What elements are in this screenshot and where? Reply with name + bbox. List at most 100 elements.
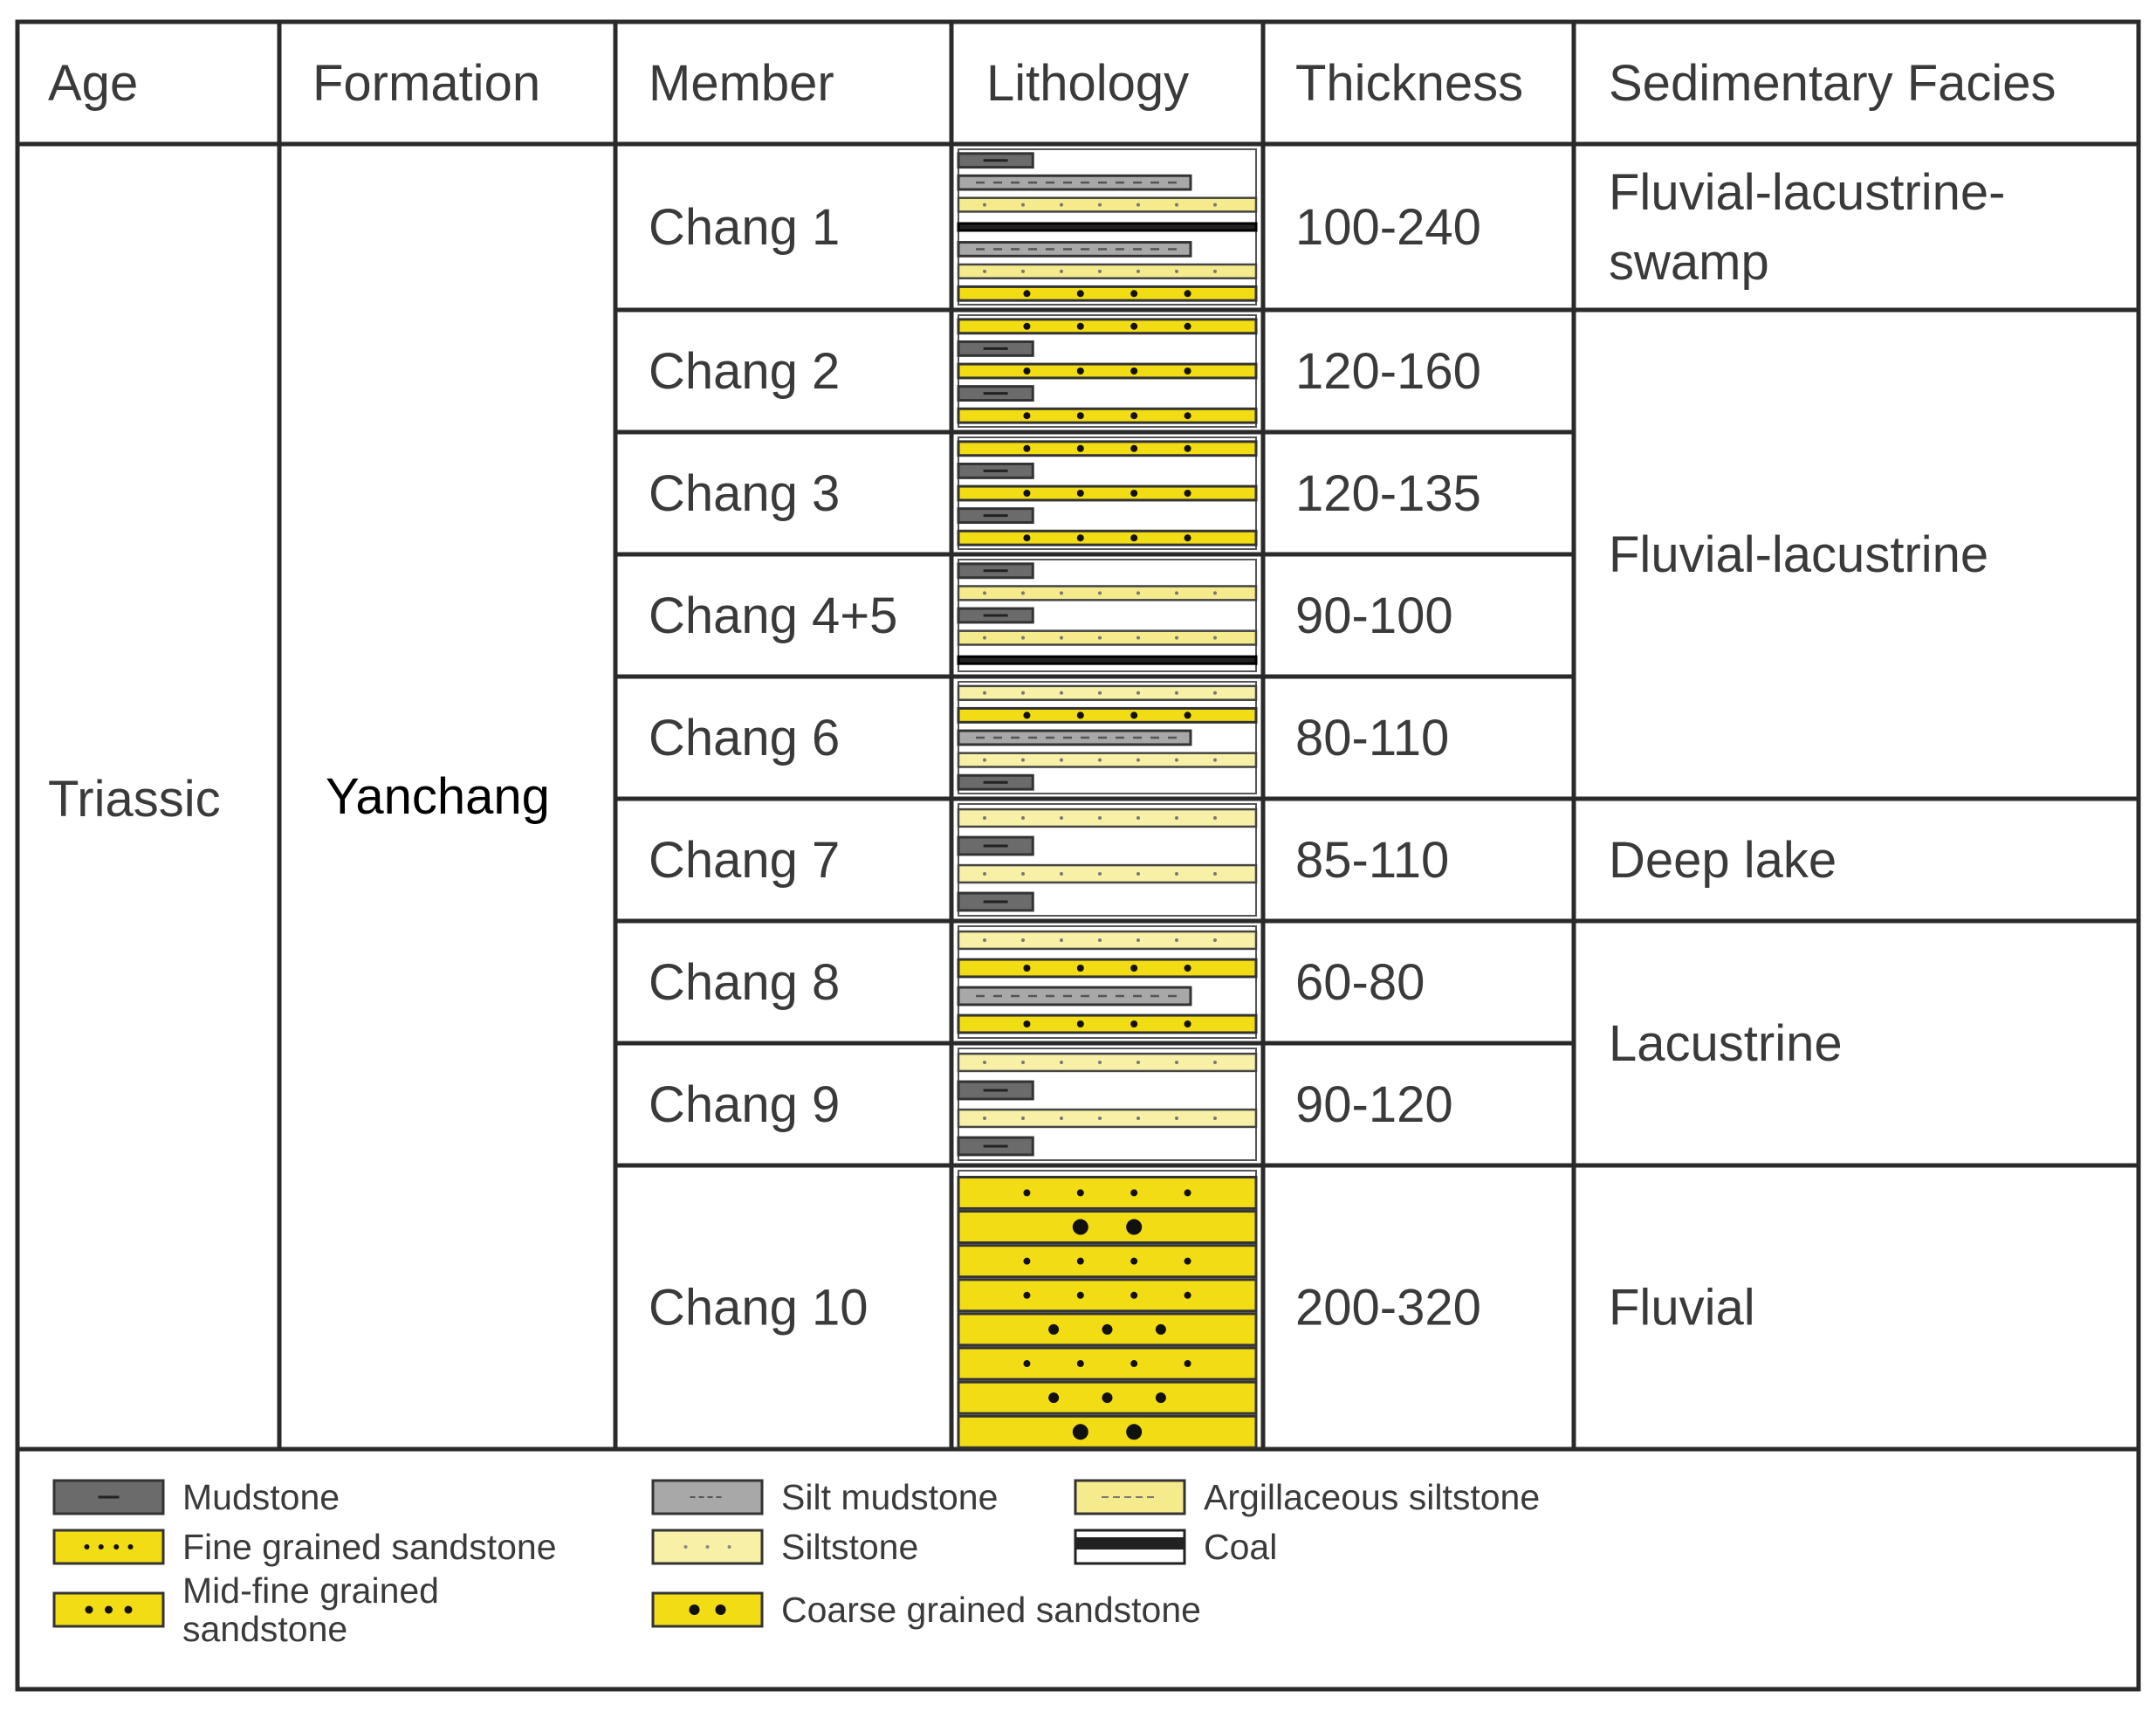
pattern-dot xyxy=(1060,872,1063,876)
member-thickness: 200-320 xyxy=(1295,1280,1481,1337)
grain-dot xyxy=(1023,322,1031,330)
pattern-dot xyxy=(1021,1117,1025,1120)
legend-swatch xyxy=(52,1529,165,1565)
bed-argillaceous-siltstone xyxy=(957,263,1258,279)
pattern-dot xyxy=(1021,872,1025,876)
pattern-dot xyxy=(1021,591,1025,595)
grain-dot xyxy=(1130,368,1138,374)
bed-fine-sandstone xyxy=(957,706,1258,724)
member-thickness: 90-120 xyxy=(1295,1076,1453,1133)
formation-cell: Yanchang xyxy=(326,768,550,825)
grain-dot xyxy=(113,1544,120,1550)
grain-dot xyxy=(1130,965,1138,972)
pattern-dot xyxy=(1098,203,1102,207)
grain-dot xyxy=(1155,1392,1166,1404)
pattern-dot xyxy=(683,1545,688,1549)
siltstone-fill xyxy=(957,629,1258,646)
header-age: Age xyxy=(48,55,138,112)
pattern-dot xyxy=(1136,636,1140,640)
grain-dot xyxy=(1184,290,1191,298)
pattern-dot xyxy=(1213,269,1217,273)
silt-mudstone-fill xyxy=(957,174,1192,191)
grain-dot xyxy=(1076,1257,1084,1265)
grain-dot xyxy=(1023,711,1031,719)
siltstone-fill xyxy=(957,263,1258,279)
lithology-member xyxy=(957,803,1258,917)
bed-fine-sandstone xyxy=(957,318,1258,335)
bed-mudstone xyxy=(957,562,1034,580)
grain-dot xyxy=(1184,490,1191,497)
pattern-dot xyxy=(1175,1061,1178,1064)
sandstone-fill xyxy=(957,1210,1258,1245)
pattern-dot xyxy=(983,591,986,595)
bed-fine-sandstone xyxy=(957,440,1258,457)
bed-mudstone xyxy=(957,385,1034,402)
bed-siltstone xyxy=(957,807,1258,828)
pattern-dot xyxy=(1060,269,1063,273)
sandstone-fill xyxy=(957,440,1258,457)
pattern-dot xyxy=(1060,816,1063,820)
grain-dot xyxy=(1076,412,1084,420)
siltstone-fill xyxy=(957,1108,1258,1129)
grain-dot xyxy=(1130,1257,1138,1265)
pattern-dot xyxy=(1021,1061,1025,1064)
member-cells: Chang 1 Chang 2 Chang 3 Chang 4+5 Chang 6 Cha… xyxy=(649,199,897,1337)
pattern-dot xyxy=(1175,203,1178,207)
pattern-dot xyxy=(1213,1117,1217,1120)
grain-dot xyxy=(1076,1291,1084,1299)
grain-dot xyxy=(1130,412,1138,420)
pattern-dot xyxy=(1136,1117,1140,1120)
legend-item-coarse-sandstone: Coarse grained sandstone xyxy=(651,1590,1201,1630)
bed-mudstone xyxy=(957,1080,1034,1101)
pattern-dot xyxy=(1175,691,1178,695)
grain-dot xyxy=(1076,1189,1084,1197)
grain-dot xyxy=(1126,1219,1143,1235)
pattern-dot xyxy=(1060,758,1063,762)
grain-dot xyxy=(1076,965,1084,972)
pattern-dot xyxy=(1136,203,1140,207)
facies-label: Fluvial-lacustrine xyxy=(1609,526,1988,583)
bed-coal xyxy=(957,655,1258,665)
bed-siltstone xyxy=(957,863,1258,884)
member-name: Chang 2 xyxy=(649,343,840,400)
grain-dot xyxy=(1076,534,1084,542)
facies-label: Fluvial-lacustrine- xyxy=(1609,164,2005,221)
legend-label: Coal xyxy=(1204,1527,1277,1567)
bed-fine-sandstone xyxy=(957,1014,1258,1034)
sandstone-fill xyxy=(957,1014,1258,1034)
pattern-dot xyxy=(983,938,986,942)
sandstone-fill xyxy=(957,1414,1258,1449)
bed-mudstone xyxy=(957,462,1034,479)
bed-fine-sandstone xyxy=(957,1244,1258,1279)
grain-dot xyxy=(1130,444,1138,452)
pattern-dot xyxy=(1098,816,1102,820)
pattern-dot xyxy=(1175,872,1178,876)
sandstone-fill xyxy=(957,529,1258,546)
pattern-dot xyxy=(1098,591,1102,595)
pattern-dot xyxy=(1213,636,1217,640)
siltstone-fill xyxy=(957,930,1258,951)
legend-label: Mudstone xyxy=(182,1477,340,1517)
silt-mudstone-fill xyxy=(957,241,1192,258)
siltstone-fill xyxy=(957,752,1258,768)
outer-frame xyxy=(15,19,2141,1692)
silt-mudstone-fill xyxy=(957,986,1192,1007)
pattern-dot xyxy=(1098,1061,1102,1064)
grain-dot xyxy=(1155,1323,1166,1335)
pattern-dot xyxy=(1060,203,1063,207)
silt-mudstone-fill xyxy=(957,729,1192,746)
sandstone-fill xyxy=(957,1278,1258,1313)
pattern-dot xyxy=(983,269,986,273)
grain-dot xyxy=(689,1604,700,1615)
grain-dot xyxy=(1023,965,1031,972)
bed-siltstone xyxy=(957,1052,1258,1073)
member-thickness: 80-110 xyxy=(1295,710,1449,766)
grain-dot xyxy=(127,1544,134,1550)
pattern-dot xyxy=(1175,816,1178,820)
bed-mid-fine-sandstone xyxy=(957,1312,1258,1347)
grain-dot xyxy=(715,1604,726,1615)
member-name: Chang 10 xyxy=(649,1280,869,1337)
bed-fine-sandstone xyxy=(957,407,1258,424)
grain-dot xyxy=(1023,1189,1031,1197)
facies-label: swamp xyxy=(1609,234,1769,291)
